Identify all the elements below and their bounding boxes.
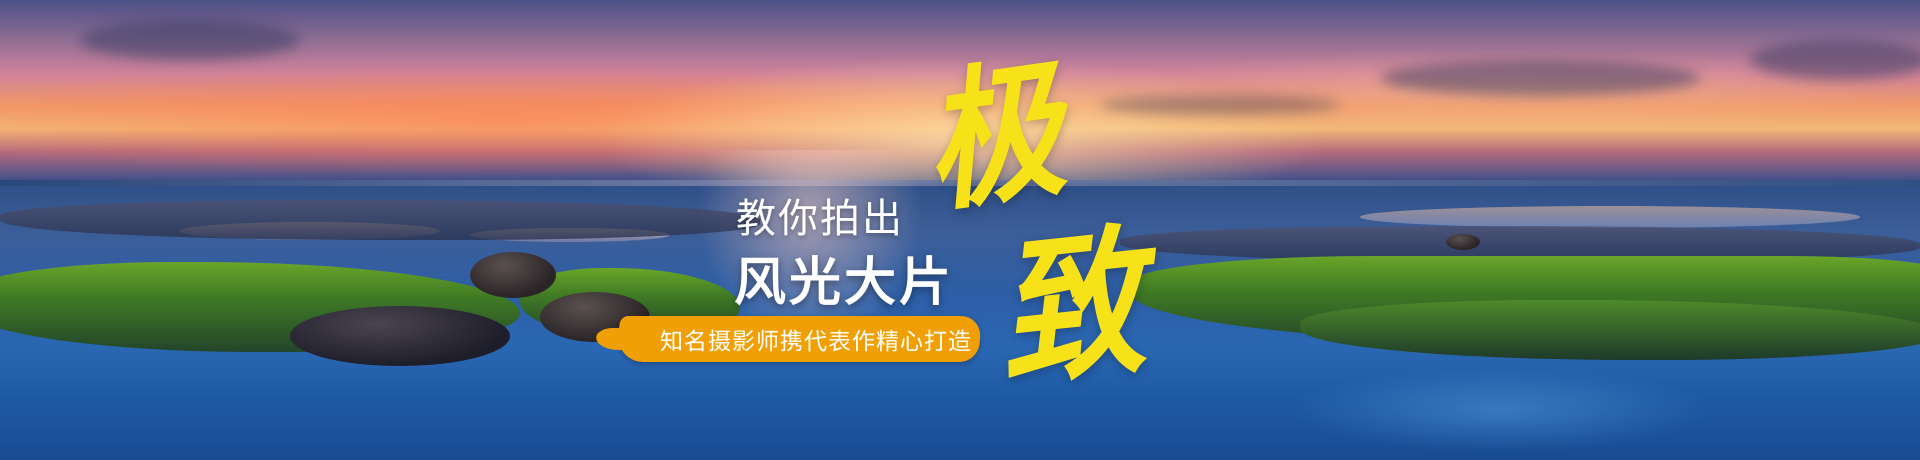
cloud [1750,40,1920,80]
calligraphy-char-ji: 极 [912,40,1074,234]
cloud [1100,95,1340,115]
rock [290,306,510,366]
rock [470,252,556,298]
headline-big: 风光大片 [734,254,955,312]
water-glow [1200,330,1800,460]
rock [1446,234,1480,250]
calligraphy-char-zhi: 致 [988,206,1152,410]
mossy-reef [1300,300,1920,360]
tidal-pool [1360,206,1860,228]
tagline: 知名摄影师携代表作精心打造 [660,328,972,354]
cloud [80,20,300,60]
mudflat [0,200,760,240]
cloud [1380,60,1700,96]
headline-small: 教你拍出 [736,197,904,241]
